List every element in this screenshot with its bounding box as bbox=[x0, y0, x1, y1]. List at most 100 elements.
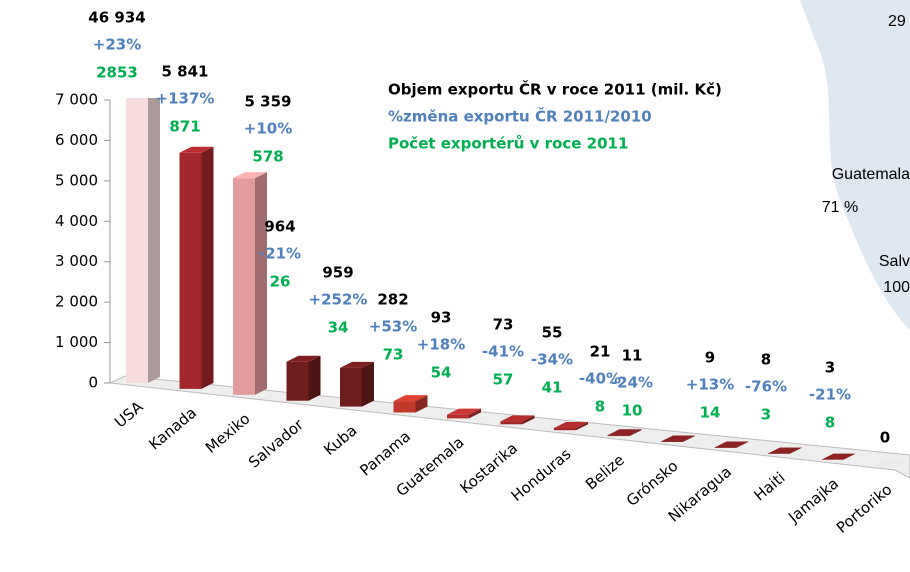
bars bbox=[126, 98, 909, 466]
x-tick-label: Haiti bbox=[750, 469, 788, 505]
bar-side bbox=[629, 429, 642, 437]
bar-top bbox=[500, 415, 535, 422]
bar bbox=[340, 361, 374, 407]
bar-front bbox=[447, 414, 469, 419]
y-tick-label: 6 000 bbox=[55, 131, 98, 149]
bar bbox=[233, 172, 267, 395]
bar-front bbox=[286, 361, 309, 401]
map-background bbox=[800, 0, 910, 330]
change-label: +252% bbox=[309, 291, 368, 309]
x-tick-label: Kuba bbox=[320, 421, 360, 459]
bar-top bbox=[875, 459, 909, 466]
bar-side bbox=[308, 355, 321, 401]
bar-front bbox=[393, 401, 416, 413]
bar-side bbox=[843, 453, 856, 460]
bar bbox=[607, 429, 642, 437]
value-label: 282 bbox=[377, 291, 408, 309]
bar-top bbox=[286, 355, 321, 362]
change-label: -40% bbox=[579, 370, 621, 388]
x-tick-label: Panama bbox=[356, 427, 414, 479]
bar bbox=[393, 395, 428, 413]
bar-side bbox=[362, 361, 374, 407]
change-label: +53% bbox=[369, 318, 417, 336]
x-tick-label: Jamajka bbox=[784, 474, 842, 526]
value-label: 964 bbox=[264, 218, 295, 236]
bar-side bbox=[415, 395, 428, 413]
bar-top bbox=[821, 453, 856, 460]
value-label: 73 bbox=[493, 316, 514, 334]
value-label: 0 bbox=[880, 429, 890, 447]
value-label: 8 bbox=[761, 351, 771, 369]
change-label: +10% bbox=[244, 120, 292, 138]
change-label: -76% bbox=[745, 378, 787, 396]
bar bbox=[875, 459, 909, 466]
bar-side bbox=[469, 408, 481, 419]
bar-top bbox=[179, 146, 214, 153]
exporters-label: 8 bbox=[595, 398, 605, 416]
bar-side bbox=[790, 447, 802, 454]
y-tick-label: 4 000 bbox=[55, 212, 98, 230]
exporters-label: 871 bbox=[169, 118, 200, 136]
exporters-label: 73 bbox=[383, 346, 404, 364]
value-label: 5 841 bbox=[162, 63, 209, 81]
bar bbox=[554, 421, 588, 431]
value-label: 21 bbox=[590, 343, 611, 361]
exporters-label: 57 bbox=[493, 371, 514, 389]
change-label: -34% bbox=[531, 351, 573, 369]
bar-side bbox=[522, 415, 535, 425]
change-label: -21% bbox=[259, 245, 301, 263]
bar-top bbox=[661, 435, 695, 442]
x-tick-label: Portoriko bbox=[833, 480, 896, 537]
y-tick-label: 7 000 bbox=[55, 91, 98, 109]
exporters-label: 14 bbox=[700, 404, 721, 422]
y-tick-label: 0 bbox=[88, 374, 98, 392]
change-label: +137% bbox=[156, 90, 215, 108]
bar-side bbox=[576, 421, 588, 431]
value-label: 3 bbox=[825, 359, 835, 377]
bar-top bbox=[607, 429, 642, 436]
bar-front bbox=[340, 367, 362, 407]
legend-entry: Objem exportu ČR v roce 2011 (mil. Kč) bbox=[388, 80, 722, 99]
bar-top bbox=[393, 395, 428, 402]
bar bbox=[821, 453, 856, 460]
bar-side bbox=[736, 441, 749, 448]
bar bbox=[714, 441, 749, 448]
bar-front bbox=[554, 427, 576, 431]
bar bbox=[500, 415, 535, 425]
exporters-label: 54 bbox=[431, 364, 452, 382]
legend-entry: Počet exportérů v roce 2011 bbox=[388, 135, 628, 153]
change-label: +13% bbox=[686, 376, 734, 394]
bar-front bbox=[500, 421, 523, 425]
x-tick-label: Kanada bbox=[145, 404, 200, 454]
y-tick-label: 2 000 bbox=[55, 293, 98, 311]
change-label: -41% bbox=[482, 343, 524, 361]
value-label: 9 bbox=[705, 349, 715, 367]
floor bbox=[108, 375, 910, 479]
bar-top bbox=[447, 408, 481, 415]
map-label: 71 % bbox=[822, 199, 858, 216]
value-label: 55 bbox=[542, 324, 563, 342]
map-label: 29 bbox=[888, 13, 906, 30]
bar bbox=[661, 435, 695, 442]
bar-side bbox=[255, 172, 267, 395]
y-tick-label: 1 000 bbox=[55, 333, 98, 351]
change-label: +18% bbox=[417, 336, 465, 354]
exporters-label: 41 bbox=[542, 379, 563, 397]
change-label: -21% bbox=[809, 386, 851, 404]
bar-front bbox=[179, 152, 202, 389]
change-label: -24% bbox=[611, 374, 653, 392]
exporters-label: 2853 bbox=[96, 64, 138, 82]
bar-side bbox=[201, 146, 214, 389]
bar-front bbox=[607, 435, 630, 437]
value-label: 11 bbox=[622, 347, 643, 365]
exporters-label: 3 bbox=[761, 406, 771, 424]
y-tick-label: 3 000 bbox=[55, 252, 98, 270]
exporters-label: 26 bbox=[270, 273, 291, 291]
bar bbox=[179, 146, 214, 389]
bar bbox=[768, 447, 802, 454]
bar-top bbox=[768, 447, 802, 454]
bar bbox=[126, 98, 160, 383]
change-label: +23% bbox=[93, 36, 141, 54]
x-tick-label: Belize bbox=[582, 451, 628, 494]
